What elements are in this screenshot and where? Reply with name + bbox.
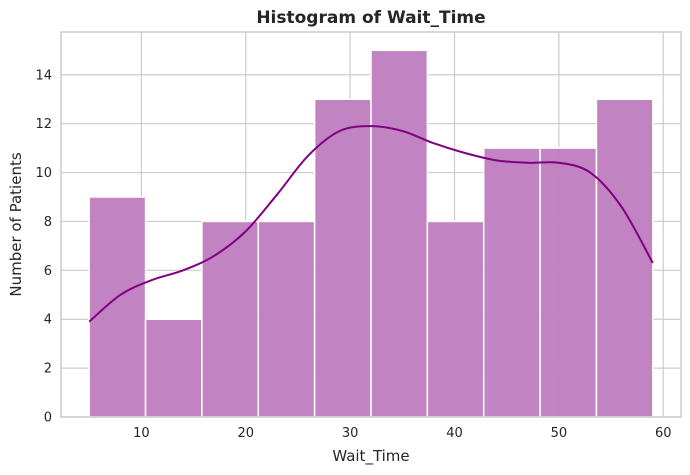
- histogram-bar: [257, 220, 316, 418]
- histogram-bar: [482, 147, 541, 418]
- y-axis-label: Number of Patients: [7, 152, 25, 296]
- histogram-bars: [88, 49, 654, 418]
- x-tick-label: 60: [655, 426, 672, 441]
- y-tick-labels: 0 2 4 6 8 10 12 14: [35, 68, 52, 425]
- x-tick-label: 30: [342, 426, 359, 441]
- histogram-bar: [201, 220, 260, 418]
- histogram-bar: [539, 147, 598, 418]
- y-tick-label: 0: [44, 411, 52, 426]
- x-tick-label: 10: [133, 426, 150, 441]
- kde-line: [88, 125, 654, 323]
- chart-title: Histogram of Wait_Time: [256, 8, 485, 28]
- plot-frame: [60, 31, 682, 418]
- x-tick-label: 50: [551, 426, 568, 441]
- histogram-bar: [426, 220, 485, 418]
- histogram-bar: [370, 49, 429, 418]
- histogram-bar: [595, 98, 654, 418]
- y-tick-label: 8: [44, 215, 52, 230]
- x-axis-label: Wait_Time: [332, 447, 409, 466]
- histogram-bar: [144, 318, 203, 418]
- y-tick-label: 14: [35, 68, 52, 83]
- x-tick-label: 20: [237, 426, 254, 441]
- y-tick-label: 6: [44, 264, 52, 279]
- histogram-bar: [313, 98, 372, 418]
- y-tick-label: 4: [44, 313, 52, 328]
- x-tick-labels: 10 20 30 40 50 60: [133, 426, 671, 441]
- y-tick-label: 10: [35, 166, 52, 181]
- kde-curve-group: [88, 125, 654, 323]
- y-tick-label: 12: [35, 117, 52, 132]
- histogram-bar: [88, 196, 147, 418]
- y-tick-label: 2: [44, 362, 52, 377]
- x-tick-label: 40: [446, 426, 463, 441]
